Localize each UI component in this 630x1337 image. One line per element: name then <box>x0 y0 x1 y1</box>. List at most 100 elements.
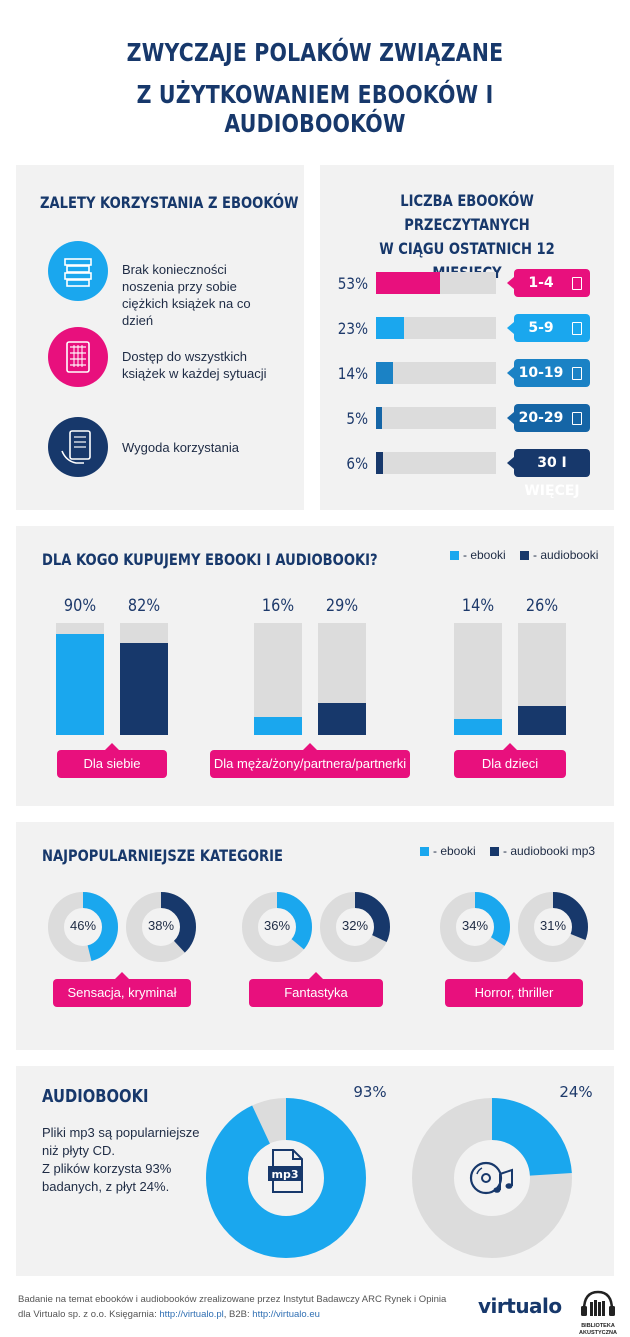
book-icon <box>572 277 582 290</box>
category-name-label-0: Sensacja, kryminał <box>67 985 177 1000</box>
category-name-1: Fantastyka <box>249 972 383 1007</box>
footer-line2-mid: , B2B: <box>223 1309 253 1320</box>
category-name-2: Horror, thriller <box>445 972 583 1007</box>
category-name-label-1: Fantastyka <box>284 985 348 1000</box>
ebooks-read-bar-track-4 <box>376 452 496 474</box>
buy-for-category-1: Dla męża/żony/partnera/partnerki <box>210 743 410 778</box>
category-donut-audiobooki mp3-1: 32% <box>320 892 390 962</box>
category-name-0: Sensacja, kryminał <box>53 972 191 1007</box>
ereader-library-icon <box>48 327 108 387</box>
donut-slice-ebooki-1 <box>242 892 312 962</box>
buy-for-bar-ebooki-0 <box>56 634 104 735</box>
book-icon <box>572 367 582 380</box>
donut-slice-ebooki-2 <box>440 892 510 962</box>
buy-for-heading: DLA KOGO KUPUJEMY EBOOKI I AUDIOBOOKI? <box>42 550 378 569</box>
audiobooks-value-CD: 24% <box>559 1083 592 1101</box>
legend-swatch-ebooki <box>420 847 429 857</box>
category-donut-audiobooki mp3-2: 31% <box>518 892 588 962</box>
buy-for-bar-track-audiobooki-1 <box>318 623 366 735</box>
page-title-line1: ZWYCZAJE POLAKÓW ZWIĄZANE <box>126 38 504 67</box>
label-pointer <box>507 972 521 979</box>
buy-for-bar-track-ebooki-1 <box>254 623 302 735</box>
category-value-audiobooki mp3-2: 31% <box>539 918 567 933</box>
category-donut-svg <box>126 892 196 962</box>
partner-logo-text2: AKUSTYCZNA <box>579 1330 617 1336</box>
footer-line1: Badanie na temat ebooków i audiobooków z… <box>18 1294 447 1305</box>
ebooks-read-tag-3: 20-29 <box>507 404 590 432</box>
category-value-audiobooki mp3-0: 38% <box>147 918 175 933</box>
donut-slice-audiobooki mp3-1 <box>320 892 390 962</box>
label-pointer <box>303 743 317 750</box>
label-pointer <box>503 743 517 750</box>
ebooks-read-tag-arrow-4 <box>507 457 514 469</box>
ebooks-read-category-4: 30 I WIĘCEJ <box>524 455 580 499</box>
label-pointer <box>309 972 323 979</box>
ebooks-read-panel: LICZBA EBOOKÓW PRZECZYTANYCH W CIĄGU OST… <box>320 165 614 510</box>
ebooks-read-bar-3 <box>376 407 382 429</box>
buy-for-value-audiobooki-2: 26% <box>525 596 559 616</box>
ebooks-read-tag-arrow-0 <box>507 277 514 289</box>
footer-link-shop[interactable]: http://virtualo.pl <box>159 1309 224 1320</box>
legend-swatch-audiobooki <box>490 847 499 857</box>
partner-logo-text1: BIBLIOTEKA <box>581 1323 615 1329</box>
legend-swatch-audiobooki <box>520 551 529 561</box>
category-name-label-2: Horror, thriller <box>474 985 554 1000</box>
ebooks-read-value-2: 14% <box>337 364 368 383</box>
footer-note: Badanie na temat ebooków i audiobooków z… <box>18 1292 498 1322</box>
legend-swatch-ebooki <box>450 551 459 561</box>
buy-for-chart: 90% 82% Dla siebie 16% 29% Dla męża/żony/part… <box>16 526 614 806</box>
category-donut-ebooki-0: 46% <box>48 892 118 962</box>
legend-label-audiobooki: - audiobooki <box>533 548 599 562</box>
footer-line2: dla Virtualo sp. z o.o. Księgarnia: http… <box>18 1307 498 1322</box>
ebooks-read-tag-0: 1-4 <box>507 269 590 297</box>
ebooks-read-bar-2 <box>376 362 393 384</box>
audiobooks-description: Pliki mp3 są popularniejsze niż płyty CD… <box>42 1124 232 1196</box>
buy-for-bar-ebooki-2 <box>454 719 502 735</box>
book-icon <box>572 412 582 425</box>
ebooks-read-bar-1 <box>376 317 404 339</box>
headphones-books-icon <box>581 1290 615 1316</box>
advantages-panel: ZALETY KORZYSTANIA Z EBOOKÓW Brak koniec… <box>16 165 304 510</box>
buy-for-category-label-0: Dla siebie <box>83 756 141 771</box>
advantage-2-text: Dostęp do wszystkich książek w każdej sy… <box>122 349 267 381</box>
category-value-ebooki-1: 36% <box>263 918 291 933</box>
category-donut-ebooki-2: 34% <box>440 892 510 962</box>
ebooks-read-bar-track-2 <box>376 362 496 384</box>
cd-music-icon <box>469 1161 513 1195</box>
audiobooks-panel: AUDIOBOOKI Pliki mp3 są popularniejsze n… <box>16 1066 614 1276</box>
buy-for-legend-ebooki: - ebooki <box>450 548 506 562</box>
virtualo-logo: virtualo <box>478 1294 562 1318</box>
ebooks-read-value-4: 6% <box>346 454 368 473</box>
audiobooks-desc-line2: niż płyty CD. <box>42 1143 115 1158</box>
buy-for-bar-track-ebooki-2 <box>454 623 502 735</box>
mp3-file-icon <box>268 1149 303 1193</box>
category-donut-svg <box>440 892 510 962</box>
footer-link-b2b[interactable]: http://virtualo.eu <box>252 1309 320 1320</box>
buy-for-bar-ebooki-1 <box>254 717 302 735</box>
label-pointer <box>105 743 119 750</box>
audiobooks-desc-line1: Pliki mp3 są popularniejsze <box>42 1125 200 1140</box>
buy-for-value-audiobooki-1: 29% <box>325 596 359 616</box>
categories-legend-audiobooki: - audiobooki mp3 <box>490 844 595 858</box>
ebooks-read-bar-4 <box>376 452 384 474</box>
category-donut-svg <box>242 892 312 962</box>
donut-slice-audiobooki mp3-2 <box>518 892 588 962</box>
buy-for-category-label-2: Dla dzieci <box>481 756 539 771</box>
mp3-icon-label: mp3 <box>272 1168 299 1181</box>
legend-label-ebooki: - ebooki <box>433 844 476 858</box>
audiobooks-desc-line4: badanych, z płyt 24%. <box>42 1179 170 1194</box>
ebooks-read-value-3: 5% <box>346 409 368 428</box>
ebooks-read-tag-arrow-1 <box>507 322 514 334</box>
category-donut-audiobooki mp3-0: 38% <box>126 892 196 962</box>
ebooks-read-tag-arrow-2 <box>507 367 514 379</box>
ebooks-read-chart: 53% 1-4 23% 5-9 14% 10-19 5% 20-29 6% 30 I WIĘCEJ <box>320 165 614 510</box>
ebooks-read-category-2: 10-19 <box>518 365 564 381</box>
category-value-audiobooki mp3-1: 32% <box>341 918 369 933</box>
buy-for-value-audiobooki-0: 82% <box>127 596 161 616</box>
legend-label-ebooki: - ebooki <box>463 548 506 562</box>
category-donut-svg <box>320 892 390 962</box>
buy-for-category-2: Dla dzieci <box>454 743 566 778</box>
category-donut-ebooki-1: 36% <box>242 892 312 962</box>
ebooks-read-tag-1: 5-9 <box>507 314 590 342</box>
audiobooks-chart: 93% 24% mp3 <box>206 1083 593 1258</box>
